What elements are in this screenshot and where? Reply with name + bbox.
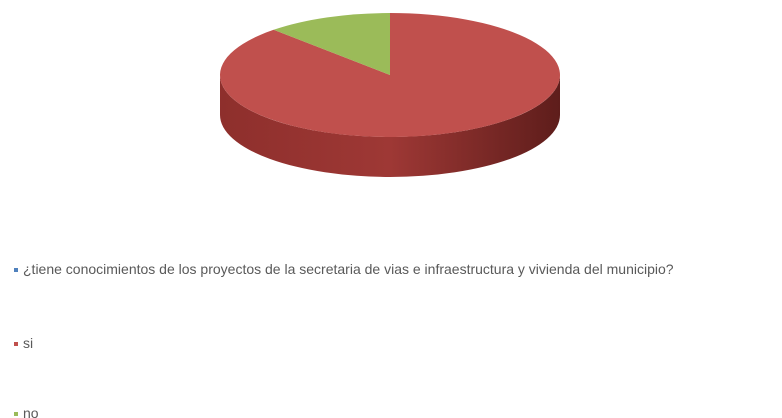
pie-side <box>220 75 560 177</box>
legend-swatch <box>14 412 18 417</box>
legend-label: ¿tiene conocimientos de los proyectos de… <box>23 261 674 277</box>
pie-area <box>220 13 560 177</box>
legend-item: no <box>14 400 774 418</box>
legend-label: si <box>23 335 34 351</box>
legend-swatch <box>14 268 18 273</box>
legend-swatch <box>14 342 18 347</box>
pie-slice <box>273 13 390 75</box>
legend-item: si <box>14 330 774 356</box>
legend-series: ¿tiene conocimientos de los proyectos de… <box>14 256 774 282</box>
legend-label: no <box>23 405 39 418</box>
